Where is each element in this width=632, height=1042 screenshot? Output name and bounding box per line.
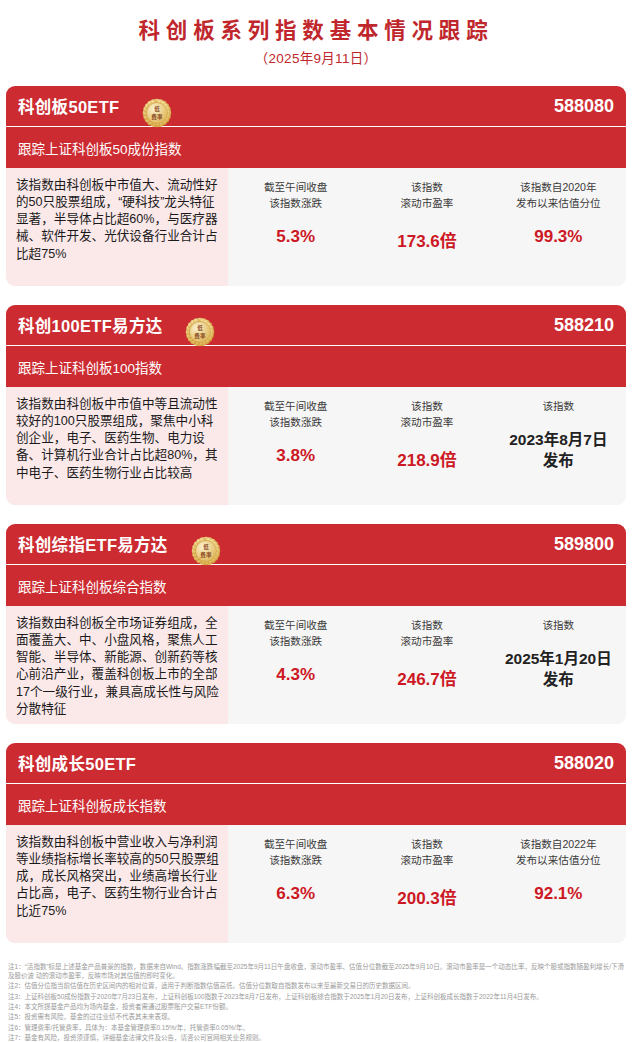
svg-text:低: 低: [197, 324, 203, 332]
svg-text:低: 低: [203, 543, 209, 551]
svg-text:费率: 费率: [151, 113, 163, 121]
svg-text:费率: 费率: [200, 551, 212, 559]
svg-text:费率: 费率: [194, 332, 206, 340]
svg-text:低: 低: [154, 105, 160, 113]
